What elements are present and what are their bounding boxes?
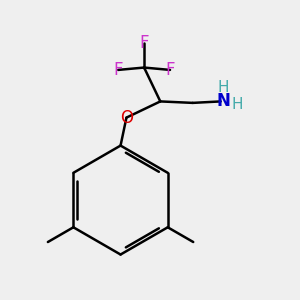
Text: O: O bbox=[120, 109, 133, 127]
Text: H: H bbox=[217, 80, 229, 95]
Text: F: F bbox=[113, 61, 123, 79]
Text: F: F bbox=[165, 61, 175, 79]
Text: N: N bbox=[216, 92, 230, 110]
Text: H: H bbox=[231, 98, 243, 112]
Text: F: F bbox=[140, 34, 149, 52]
